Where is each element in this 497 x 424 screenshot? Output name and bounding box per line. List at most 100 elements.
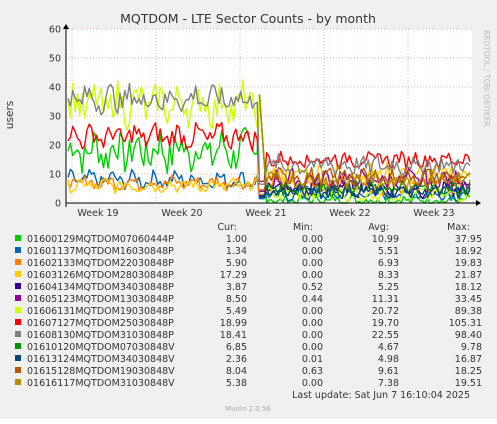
legend-cur-value: 6.85 (226, 342, 247, 353)
legend-swatch (15, 283, 21, 289)
legend-max-value: 18.12 (455, 282, 482, 293)
y-tick-label: 30 (49, 112, 61, 123)
legend-swatch (15, 271, 21, 277)
legend-swatch (15, 247, 21, 253)
legend-cur-value: 8.50 (226, 294, 247, 305)
series-line (67, 79, 471, 203)
legend-swatch (15, 235, 21, 241)
legend-min-value: 0.00 (302, 246, 323, 257)
munin-version: Munin 2.0.56 (225, 405, 271, 413)
y-tick-label: 40 (49, 83, 61, 94)
legend-swatch (15, 367, 21, 373)
legend-avg-value: 6.93 (378, 258, 399, 269)
x-tick-label: Week 20 (161, 208, 202, 219)
legend-max-value: 21.87 (455, 270, 482, 281)
y-tick-label: 20 (49, 141, 61, 152)
y-tick-label: 0 (55, 199, 61, 210)
legend-series-name: 01608130MQTDOM31030848P (27, 330, 174, 341)
legend-swatch (15, 379, 21, 385)
legend-avg-value: 8.33 (378, 270, 399, 281)
legend-avg-value: 7.38 (378, 378, 399, 389)
legend-avg-value: 5.51 (378, 246, 399, 257)
watermark: RRDTOOL / TOBI OETIKER (482, 30, 491, 127)
legend-series-name: 01603126MQTDOM28030848P (27, 270, 174, 281)
legend-avg-value: 5.25 (378, 282, 399, 293)
legend-cur-value: 18.41 (220, 330, 247, 341)
legend-cur-value: 1.34 (226, 246, 247, 257)
y-axis-arrow-icon (63, 24, 69, 29)
series-line (259, 167, 471, 191)
legend-min-value: 0.63 (302, 366, 323, 377)
series-line (67, 121, 471, 182)
legend-min-value: 0.00 (302, 378, 323, 389)
legend-header-max: Max: (447, 222, 470, 233)
legend-header: Cur: Min: Avg: Max: (217, 222, 470, 233)
legend-series-name: 01606131MQTDOM19030848P (27, 306, 174, 317)
x-tick-label: Week 23 (413, 208, 454, 219)
legend-cur-value: 1.00 (226, 234, 247, 245)
series-line (258, 94, 471, 190)
legend-avg-value: 4.98 (378, 354, 399, 365)
legend-max-value: 33.45 (455, 294, 482, 305)
x-axis-arrow-icon (476, 200, 481, 206)
legend-cur-value: 18.99 (220, 318, 247, 329)
last-update-text: Last update: Sat Jun 7 16:10:04 2025 (292, 390, 470, 401)
legend-swatch (15, 307, 21, 313)
legend-avg-value: 22.55 (372, 330, 399, 341)
legend-series-name: 01613124MQTDOM34030848V (27, 354, 175, 365)
y-tick-label: 50 (49, 54, 61, 65)
legend-swatch (15, 295, 21, 301)
x-tick-label: Week 22 (329, 208, 370, 219)
legend-swatch (15, 331, 21, 337)
legend-swatch (15, 259, 21, 265)
legend-series-name: 01607127MQTDOM25030848P (27, 318, 174, 329)
legend-max-value: 105.31 (449, 318, 482, 329)
legend-max-value: 98.40 (455, 330, 482, 341)
legend-max-value: 16.87 (455, 354, 482, 365)
legend-series-name: 01600129MQTDOM07060444P (27, 234, 174, 245)
legend-series-name: 01605123MQTDOM13030848P (27, 294, 174, 305)
legend-min-value: 0.00 (302, 318, 323, 329)
series-line (67, 82, 471, 185)
x-tick-labels: Week 19 Week 20 Week 21 Week 22 Week 23 (77, 208, 454, 219)
legend-min-value: 0.00 (302, 330, 323, 341)
legend-swatch (15, 319, 21, 325)
legend-max-value: 9.78 (461, 342, 482, 353)
series-line (67, 94, 471, 204)
legend-cur-value: 5.38 (226, 378, 247, 389)
legend-cur-value: 3.87 (226, 282, 247, 293)
series-lines (67, 79, 471, 204)
chart-title: MQTDOM - LTE Sector Counts - by month (120, 11, 376, 26)
legend-series-name: 01602133MQTDOM22030848P (27, 258, 174, 269)
legend-max-value: 19.51 (455, 378, 482, 389)
legend-avg-value: 19.70 (372, 318, 399, 329)
legend-min-value: 0.00 (302, 342, 323, 353)
legend-header-cur: Cur: (217, 222, 237, 233)
legend-max-value: 18.25 (455, 366, 482, 377)
legend-swatch (15, 343, 21, 349)
legend-series-name: 01616117MQTDOM31030848V (27, 378, 175, 389)
y-tick-label: 60 (49, 25, 61, 36)
legend-min-value: 0.00 (302, 270, 323, 281)
legend-avg-value: 9.61 (378, 366, 399, 377)
legend-cur-value: 5.90 (226, 258, 247, 269)
legend-max-value: 37.95 (455, 234, 482, 245)
legend-min-value: 0.01 (302, 354, 323, 365)
legend-max-value: 89.38 (455, 306, 482, 317)
legend-avg-value: 10.99 (372, 234, 399, 245)
legend-header-min: Min: (293, 222, 313, 233)
legend-series-name: 01604134MQTDOM34030848P (27, 282, 174, 293)
legend-swatch (15, 355, 21, 361)
legend-min-value: 0.52 (302, 282, 323, 293)
legend-avg-value: 4.67 (378, 342, 399, 353)
x-tick-label: Week 21 (245, 208, 286, 219)
legend-min-value: 0.00 (302, 258, 323, 269)
y-tick-label: 10 (49, 170, 61, 181)
x-tick-label: Week 19 (77, 208, 118, 219)
legend-cur-value: 8.04 (226, 366, 247, 377)
legend-series-name: 01601137MQTDOM16030848P (27, 246, 174, 257)
legend-max-value: 19.83 (455, 258, 482, 269)
legend: 01600129MQTDOM07060444P 1.00 0.00 10.99 37.9… (15, 234, 482, 389)
